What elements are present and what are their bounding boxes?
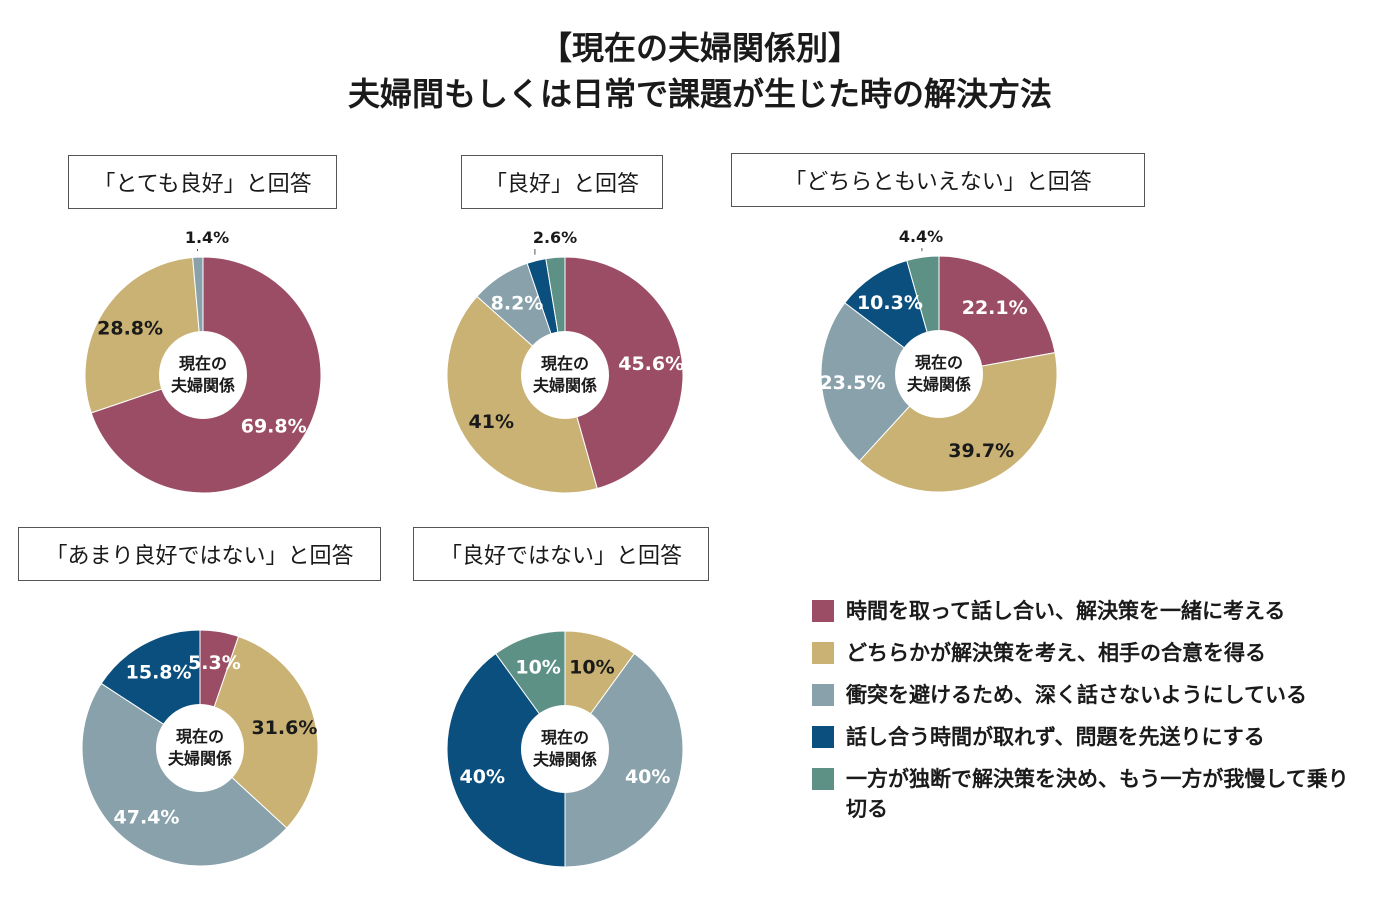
data-label: 2.6% [533,228,577,247]
data-label: 22.1% [962,297,1028,319]
center-label: 現在の [541,354,589,373]
panel-label-neutral: 「どちらともいえない」と回答 [731,153,1145,207]
data-label: 10.3% [857,292,923,314]
donut-hole [521,705,609,793]
legend-swatch [812,684,834,706]
data-label: 23.5% [819,372,885,394]
center-label: 夫婦関係 [533,750,597,769]
data-label: 39.7% [948,440,1014,462]
legend-swatch [812,600,834,622]
center-label: 現在の [176,727,224,746]
center-label: 現在の [541,728,589,747]
pie-slice [564,256,684,490]
data-label: 28.8% [97,318,163,340]
center-label: 現在の [179,354,227,373]
legend-swatch [812,642,834,664]
legend-item: 時間を取って話し合い、解決策を一緒に考える [812,596,1372,626]
donut-hole [895,330,983,418]
legend-item: 衝突を避けるため、深く話さないようにしている [812,680,1372,710]
panel-label-not-good: 「良好ではない」と回答 [413,527,709,581]
legend-label: 時間を取って話し合い、解決策を一緒に考える [846,599,1286,623]
data-label: 31.6% [251,717,317,739]
center-label: 夫婦関係 [168,749,232,768]
panel-label-very-good: 「とても良好」と回答 [68,155,337,209]
pie-slice [199,635,319,829]
data-label: 5.3% [188,652,241,674]
center-label: 夫婦関係 [533,376,597,395]
legend-item: 話し合う時間が取れず、問題を先送りにする [812,722,1372,752]
legend-label: どちらかが解決策を考え、相手の合意を得る [846,641,1266,665]
legend-item: 一方が独断で解決策を決め、もう一方が我慢して乗り切る [812,764,1372,824]
center-label: 現在の [915,353,963,372]
legend: 時間を取って話し合い、解決策を一緒に考える どちらかが解決策を考え、相手の合意を… [812,596,1372,824]
donut-hole [521,331,609,419]
data-label: 1.4% [185,228,229,247]
center-label: 夫婦関係 [907,375,971,394]
legend-swatch [812,768,834,790]
data-label: 4.4% [899,227,943,246]
legend-item: どちらかが解決策を考え、相手の合意を得る [812,638,1372,668]
chart-title-line1: 【現在の夫婦関係別】 [539,29,860,67]
data-label: 41% [469,411,514,433]
data-label: 15.8% [126,662,192,684]
pie-slice [446,652,566,868]
data-label: 10% [569,656,614,678]
data-label: 40% [460,766,505,788]
data-label: 8.2% [491,292,544,314]
data-label: 40% [625,766,670,788]
pie-slice [858,352,1058,493]
legend-label: 話し合う時間が取れず、問題を先送りにする [846,725,1265,749]
donut-hole [159,331,247,419]
chart-title-line2: 夫婦間もしくは日常で課題が生じた時の解決方法 [347,75,1052,113]
data-label: 69.8% [241,416,307,438]
data-label: 47.4% [114,807,180,829]
legend-swatch [812,726,834,748]
pie-slice [564,652,684,868]
panel-label-good: 「良好」と回答 [461,155,663,209]
panel-label-not-very-good: 「あまり良好ではない」と回答 [18,527,381,581]
donut-hole [156,704,244,792]
legend-label: 衝突を避けるため、深く話さないようにしている [846,683,1307,707]
pie-slice [446,295,598,494]
data-label: 10% [515,656,560,678]
center-label: 夫婦関係 [171,376,235,395]
data-label: 45.6% [618,353,684,375]
legend-label: 一方が独断で解決策を決め、もう一方が我慢して乗り切る [846,767,1349,821]
pie-slice [820,302,940,462]
